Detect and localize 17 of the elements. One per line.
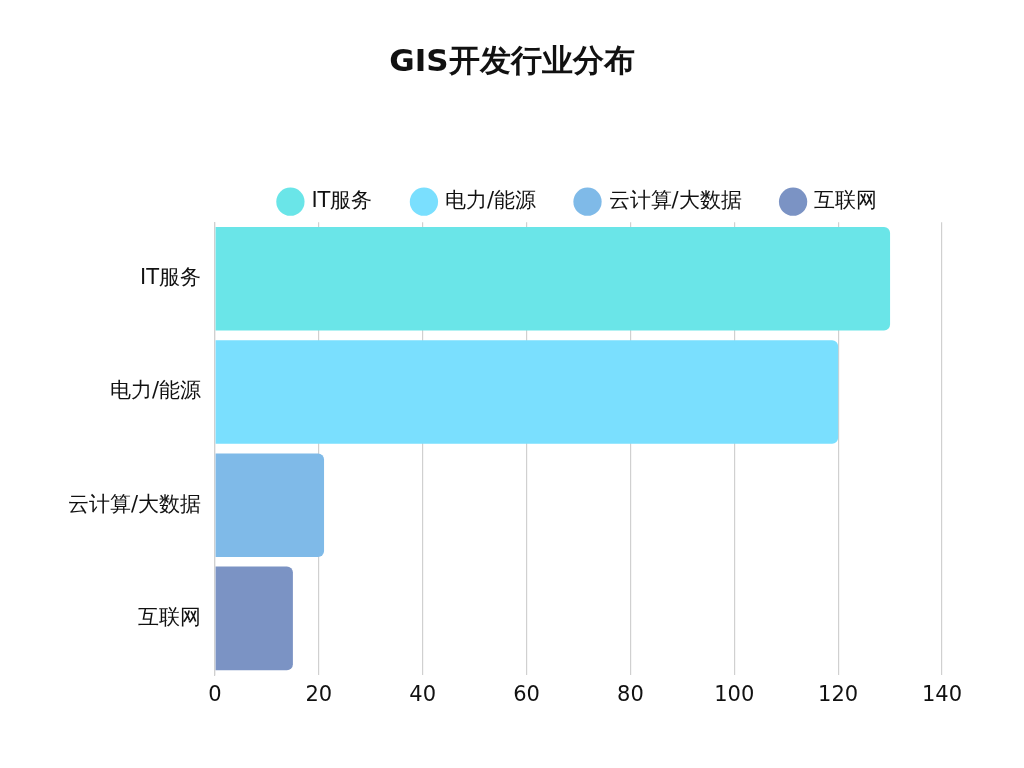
y-tick-label: 云计算/大数据	[67, 491, 201, 516]
legend-label: 互联网	[814, 188, 878, 213]
y-tick-label: 电力/能源	[109, 378, 201, 403]
y-tick-label: IT服务	[139, 265, 201, 290]
y-tick-label: 互联网	[138, 604, 201, 629]
x-tick-label: 100	[714, 682, 755, 707]
chart-title: GIS开发行业分布	[389, 41, 635, 78]
x-tick-label: 120	[818, 682, 859, 707]
x-tick-label: 60	[513, 682, 540, 707]
legend-label: IT服务	[311, 188, 373, 213]
legend-label: 云计算/大数据	[608, 188, 742, 213]
x-tick-label: 40	[409, 682, 437, 707]
x-tick-label: 140	[921, 682, 963, 707]
legend-label: 电力/能源	[444, 188, 537, 213]
x-tick-label: 80	[617, 682, 644, 707]
x-tick-label: 20	[305, 682, 333, 707]
x-tick-label: 0	[208, 682, 222, 707]
